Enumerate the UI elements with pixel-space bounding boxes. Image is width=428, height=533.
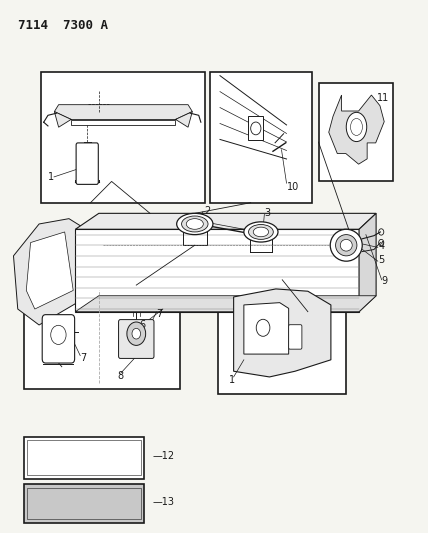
Polygon shape: [26, 232, 73, 309]
Bar: [41, 72, 205, 203]
Polygon shape: [71, 119, 175, 125]
Bar: [210, 72, 312, 203]
Polygon shape: [359, 213, 376, 312]
Text: PREMIUM RECOMMENDED: PREMIUM RECOMMENDED: [53, 512, 115, 518]
Text: —13: —13: [152, 497, 174, 507]
Text: 7: 7: [80, 353, 86, 362]
Text: 5: 5: [378, 255, 384, 265]
Ellipse shape: [336, 235, 357, 256]
Text: 2: 2: [204, 206, 211, 216]
Text: PREMIUM RECOMMENDED: PREMIUM RECOMMENDED: [53, 468, 115, 473]
Text: 7114  7300 A: 7114 7300 A: [18, 19, 108, 33]
Ellipse shape: [340, 239, 352, 251]
Text: ONLY: ONLY: [74, 456, 93, 465]
Text: 1: 1: [48, 172, 54, 182]
Polygon shape: [175, 111, 192, 127]
Polygon shape: [54, 104, 192, 119]
Text: PREMIUM FUEL ONLY: PREMIUM FUEL ONLY: [48, 491, 120, 497]
Text: —12: —12: [152, 451, 174, 461]
Bar: [218, 280, 346, 394]
Text: 3: 3: [265, 208, 270, 219]
FancyBboxPatch shape: [76, 143, 98, 184]
Text: 11: 11: [377, 93, 389, 103]
Ellipse shape: [346, 112, 367, 142]
Bar: [24, 437, 144, 479]
Ellipse shape: [177, 213, 213, 235]
Ellipse shape: [244, 222, 278, 242]
Ellipse shape: [253, 227, 269, 237]
Polygon shape: [75, 296, 376, 312]
Text: 1: 1: [229, 375, 235, 385]
Polygon shape: [234, 289, 331, 377]
Bar: [27, 440, 141, 475]
FancyBboxPatch shape: [288, 325, 302, 349]
Polygon shape: [244, 303, 288, 354]
Ellipse shape: [249, 224, 273, 239]
Polygon shape: [14, 219, 86, 325]
Ellipse shape: [330, 229, 362, 261]
Text: UNLEADED FUEL: UNLEADED FUEL: [54, 445, 114, 454]
Bar: [318, 83, 393, 181]
Polygon shape: [329, 95, 384, 164]
Polygon shape: [75, 213, 376, 229]
Bar: [24, 285, 180, 389]
Polygon shape: [75, 229, 359, 312]
Bar: [24, 484, 144, 523]
Polygon shape: [54, 111, 71, 127]
Text: 4: 4: [378, 241, 384, 251]
Ellipse shape: [181, 216, 208, 232]
Bar: [248, 116, 263, 140]
Text: 10: 10: [286, 182, 299, 192]
Ellipse shape: [186, 219, 203, 229]
Circle shape: [127, 322, 146, 345]
Text: 7: 7: [157, 309, 163, 319]
Text: 9: 9: [382, 277, 388, 286]
Text: 6: 6: [140, 320, 146, 330]
FancyBboxPatch shape: [119, 320, 154, 358]
Bar: [27, 488, 141, 519]
Circle shape: [132, 328, 140, 339]
Text: 8: 8: [118, 372, 124, 381]
FancyBboxPatch shape: [42, 314, 74, 363]
